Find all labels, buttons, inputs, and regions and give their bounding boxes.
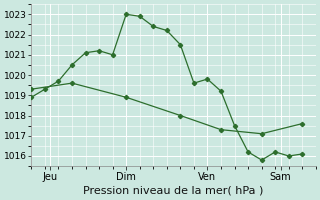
X-axis label: Pression niveau de la mer( hPa ): Pression niveau de la mer( hPa ): [84, 186, 264, 196]
